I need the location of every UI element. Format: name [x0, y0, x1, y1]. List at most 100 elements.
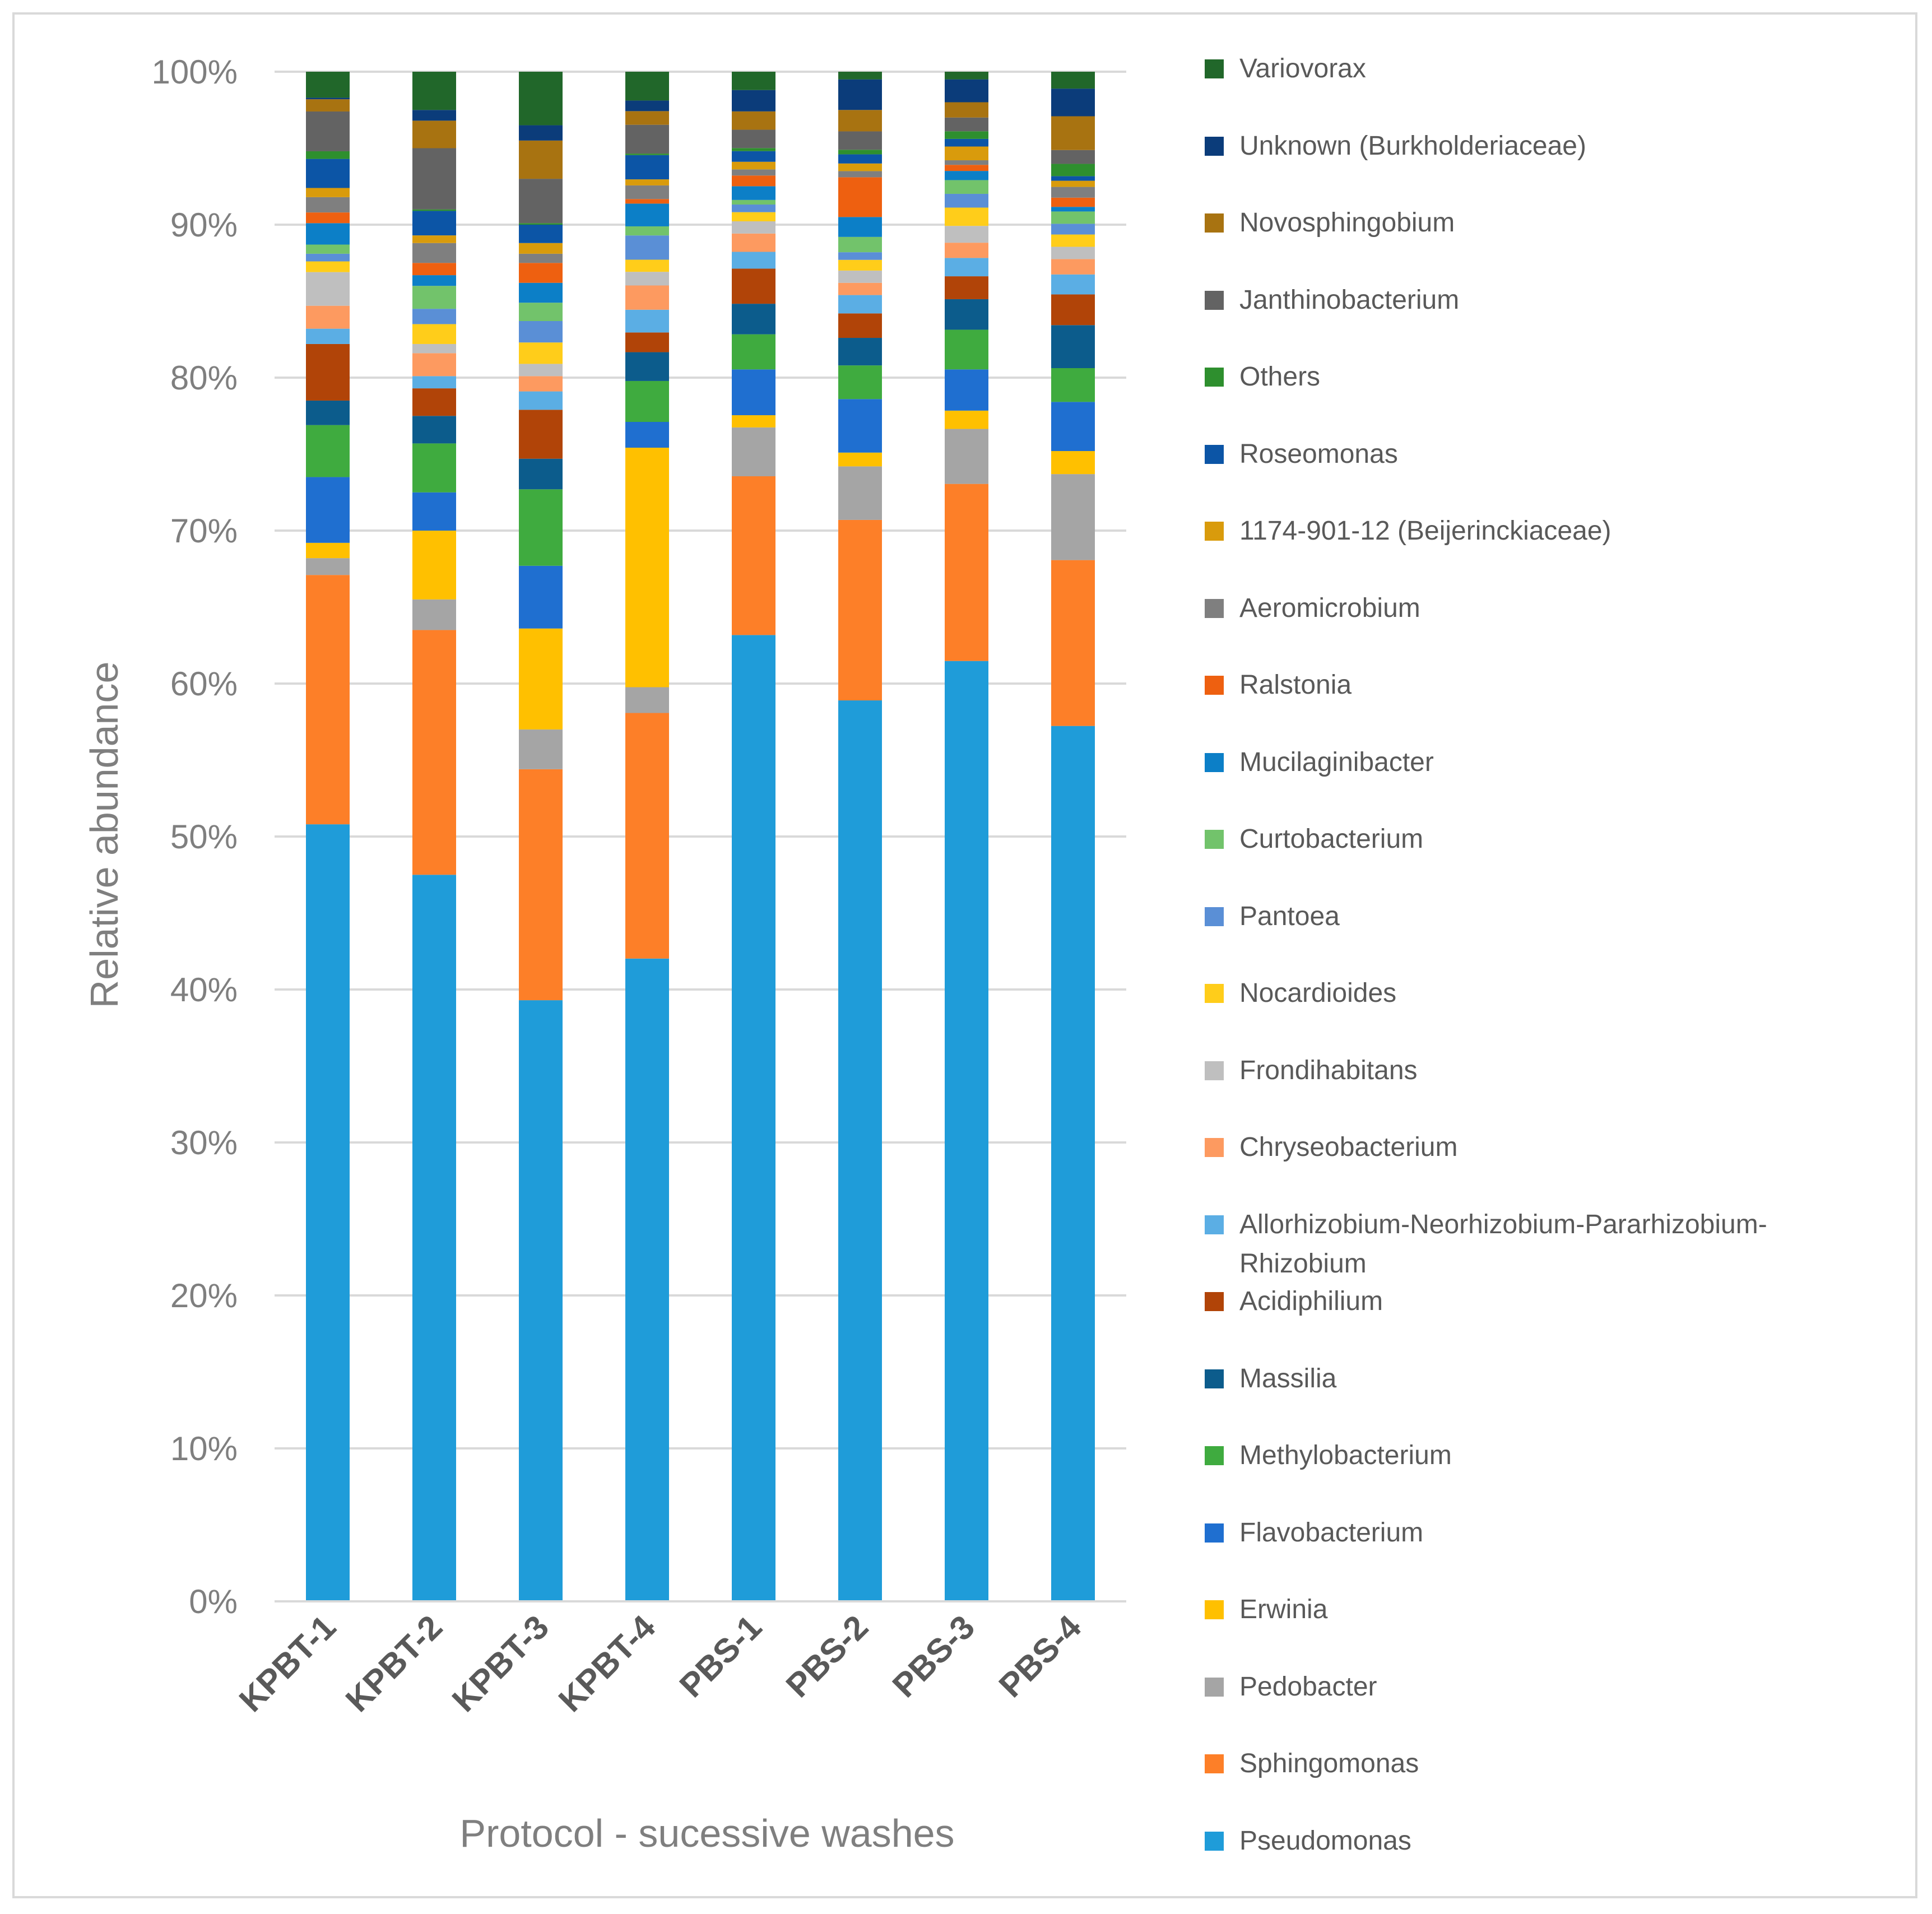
legend-label: Nocardioides — [1239, 978, 1397, 1008]
bar-segment-flavobacterium — [519, 565, 563, 629]
y-tick-label: 30% — [170, 1124, 238, 1162]
y-tick-label: 90% — [170, 206, 238, 244]
legend-label: Flavobacterium — [1239, 1517, 1424, 1548]
bar-segment-allorhizobium-neorhizobium-pararhizobium-rhizobium — [1051, 274, 1095, 295]
bar-segment-1174-901-12-beijerinckiaceae- — [945, 146, 988, 161]
x-tick-label: KPBT-3 — [445, 1608, 556, 1719]
bar-segment-pseudomonas — [519, 1000, 563, 1601]
y-tick-label: 10% — [170, 1430, 238, 1467]
bar-segment-others — [1051, 164, 1095, 176]
bar-segment-roseomonas — [1051, 176, 1095, 181]
bar-segment-acidiphilium — [412, 388, 456, 416]
bar-segment-pseudomonas — [1051, 726, 1095, 1601]
legend-swatch — [1205, 1215, 1224, 1234]
bar-segment-janthinobacterium — [838, 131, 882, 150]
bar-segment-methylobacterium — [838, 365, 882, 399]
x-axis-title: Protocol - sucessive washes — [459, 1811, 954, 1855]
legend-swatch — [1205, 290, 1224, 310]
legend-swatch — [1205, 752, 1224, 772]
y-tick-label: 80% — [170, 359, 238, 397]
legend-swatch — [1205, 1523, 1224, 1543]
bar-segment-nocardioides — [732, 212, 775, 222]
bar-segment-unknown-burkholderiaceae- — [519, 125, 563, 141]
bar-segment-unknown-burkholderiaceae- — [838, 79, 882, 110]
legend-item: Pedobacter — [1205, 1667, 1911, 1707]
legend-swatch — [1205, 830, 1224, 849]
bar-segment-allorhizobium-neorhizobium-pararhizobium-rhizobium — [838, 295, 882, 314]
bar-segment-variovorax — [1051, 72, 1095, 89]
bar-segment-allorhizobium-neorhizobium-pararhizobium-rhizobium — [412, 376, 456, 389]
bar-segment-massilia — [945, 299, 988, 330]
y-tick-label: 20% — [170, 1277, 238, 1314]
legend-item: Roseomonas — [1205, 435, 1911, 474]
bar-segment-pedobacter — [945, 429, 988, 484]
legend-swatch — [1205, 368, 1224, 387]
legend-item: Pseudomonas — [1205, 1822, 1911, 1861]
bar-segment-unknown-burkholderiaceae- — [1051, 89, 1095, 117]
bar-segment-janthinobacterium — [412, 148, 456, 210]
bar-segment-erwinia — [625, 448, 669, 687]
bar-segment-chryseobacterium — [306, 305, 350, 329]
legend-label: Pantoea — [1239, 901, 1340, 931]
legend-label: Chryseobacterium — [1239, 1132, 1458, 1162]
legend-swatch — [1205, 984, 1224, 1003]
bar-segment-pseudomonas — [732, 635, 775, 1601]
legend-swatch — [1205, 1677, 1224, 1697]
bar-segment-acidiphilium — [945, 276, 988, 299]
bar-segment-1174-901-12-beijerinckiaceae- — [412, 235, 456, 243]
legend-label: Aeromicrobium — [1239, 593, 1420, 623]
bar-segment-flavobacterium — [306, 477, 350, 543]
y-tick-label: 50% — [170, 818, 238, 856]
legend-item: Others — [1205, 357, 1911, 397]
legend-label: Pseudomonas — [1239, 1825, 1411, 1856]
legend-item: Unknown (Burkholderiaceae) — [1205, 127, 1911, 166]
bar-segment-massilia — [412, 416, 456, 444]
bar-segment-massilia — [306, 400, 350, 425]
legend-item: Chryseobacterium — [1205, 1128, 1911, 1167]
bar-segment-novosphingobium — [519, 140, 563, 179]
legend-swatch — [1205, 598, 1224, 618]
legend-label: Sphingomonas — [1239, 1749, 1419, 1778]
y-tick-label: 0% — [189, 1583, 238, 1620]
x-tick-label: KPBT-4 — [551, 1608, 663, 1719]
bar-segment-aeromicrobium — [945, 160, 988, 165]
bar-segment-pantoea — [519, 320, 563, 343]
bar-segment-chryseobacterium — [625, 285, 669, 310]
bar-segment-aeromicrobium — [306, 197, 350, 213]
bar-segment-variovorax — [412, 72, 456, 110]
bar-segment-others — [732, 148, 775, 151]
bar-segment-others — [625, 154, 669, 155]
bar-segment-flavobacterium — [412, 492, 456, 531]
bar-segment-mucilaginibacter — [732, 186, 775, 200]
bar-segment-aeromicrobium — [1051, 187, 1095, 198]
bar-segment-aeromicrobium — [625, 185, 669, 199]
bar-segment-janthinobacterium — [732, 129, 775, 148]
bar-segment-roseomonas — [945, 138, 988, 147]
bar-segment-sphingomonas — [945, 484, 988, 661]
legend-swatch — [1205, 136, 1224, 156]
bar-segment-ralstonia — [519, 263, 563, 283]
bar-segment-erwinia — [1051, 451, 1095, 475]
bar-segment-ralstonia — [838, 177, 882, 217]
legend-item: Janthinobacterium — [1205, 281, 1911, 320]
bar-segment-allorhizobium-neorhizobium-pararhizobium-rhizobium — [625, 309, 669, 333]
bar-segment-curtobacterium — [519, 303, 563, 321]
bar-segment-1174-901-12-beijerinckiaceae- — [838, 163, 882, 171]
bar-segment-acidiphilium — [838, 313, 882, 338]
bar-segment-massilia — [1051, 325, 1095, 369]
x-tick-label: PBS-4 — [992, 1608, 1089, 1704]
bar-segment-acidiphilium — [306, 343, 350, 401]
bar-segment-variovorax — [625, 72, 669, 101]
legend-label: Novosphingobium — [1239, 208, 1455, 238]
bar-segment-curtobacterium — [732, 199, 775, 205]
bar-segment-frondihabitans — [306, 272, 350, 306]
bar-segment-nocardioides — [945, 207, 988, 226]
bar-segment-pantoea — [412, 309, 456, 324]
bar-segment-methylobacterium — [625, 380, 669, 422]
y-axis-ticks: 0% 10% 20% 30% 40% 50% 60% 70% 80% 90% 100% — [152, 53, 238, 1620]
bar-segment-ralstonia — [412, 263, 456, 276]
legend-swatch — [1205, 1138, 1224, 1157]
bar-segment-aeromicrobium — [519, 253, 563, 263]
bar-segment-roseomonas — [519, 225, 563, 243]
